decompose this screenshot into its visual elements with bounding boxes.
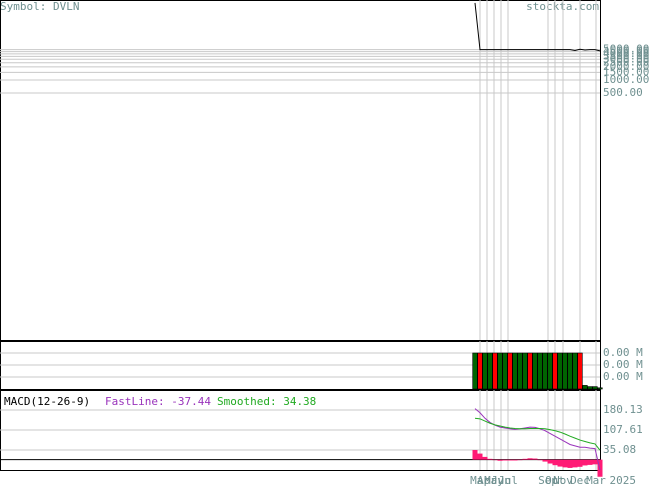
y-tick-label: 0.00 M xyxy=(603,370,643,383)
volume-bar xyxy=(507,352,513,390)
histogram-bar xyxy=(547,459,553,464)
histogram-bar xyxy=(572,459,578,468)
histogram-bar xyxy=(587,459,593,465)
histogram-bar xyxy=(567,459,573,468)
volume-bar xyxy=(572,352,578,390)
histogram-bar xyxy=(562,459,568,468)
volume-bar xyxy=(552,352,558,390)
series-line xyxy=(474,2,601,52)
histogram-bar xyxy=(507,459,513,461)
x-tick-label: Jun xyxy=(491,474,511,486)
histogram-bar xyxy=(492,459,498,461)
y-tick-label: 3500.00 xyxy=(603,49,649,62)
histogram-bar xyxy=(532,458,538,460)
y-tick-label: 5000.00 xyxy=(603,43,649,56)
volume-bar xyxy=(592,386,598,390)
histogram-bar xyxy=(577,459,583,467)
y-tick-label: 4000.00 xyxy=(603,47,649,60)
volume-bar xyxy=(522,352,528,390)
x-tick-label: Mar xyxy=(470,474,490,486)
y-tick-label: 107.61 xyxy=(603,423,643,436)
volume-bar xyxy=(527,352,533,390)
volume-bar xyxy=(487,352,493,390)
volume-bar xyxy=(567,352,573,390)
y-tick-label: 1500.00 xyxy=(603,65,649,78)
histogram-bar xyxy=(512,459,518,461)
volume-bar xyxy=(497,352,503,390)
x-tick-label: Dec xyxy=(570,474,590,486)
volume-bar xyxy=(502,352,508,390)
y-tick-label: 2500.00 xyxy=(603,56,649,69)
volume-bar xyxy=(557,352,563,390)
histogram-bar xyxy=(542,459,548,462)
x-tick-label: Nov xyxy=(553,474,573,486)
y-tick-label: 4500.00 xyxy=(603,45,649,58)
histogram-bar xyxy=(502,459,508,461)
x-tick-label: Oct xyxy=(545,474,565,486)
volume-bar xyxy=(477,352,483,390)
x-tick-label: Apr xyxy=(477,474,497,486)
y-tick-label: 0.00 M xyxy=(603,358,643,371)
volume-bar xyxy=(517,352,523,390)
histogram-bar xyxy=(522,458,528,460)
volume-bar xyxy=(512,352,518,390)
volume-bar xyxy=(542,352,548,390)
legend-entry: Smoothed: 34.38 xyxy=(217,395,316,408)
series-line xyxy=(474,417,601,451)
legend-entry: FastLine: -37.44 xyxy=(105,395,211,408)
volume-bar xyxy=(562,352,568,390)
volume-bar xyxy=(547,352,553,390)
y-tick-label: 0.00 M xyxy=(603,346,643,359)
volume-bar xyxy=(472,352,478,390)
y-tick-label: 2000.00 xyxy=(603,60,649,73)
volume-bar xyxy=(537,352,543,390)
volume-bar xyxy=(482,352,488,390)
histogram-bar xyxy=(477,453,483,460)
volume-bar xyxy=(492,352,498,390)
histogram-bar xyxy=(552,459,558,466)
histogram-bar xyxy=(582,459,588,466)
y-tick-label: 500.00 xyxy=(603,86,643,99)
panel-frame xyxy=(0,0,601,341)
histogram-bar xyxy=(472,450,478,460)
indicator-title: MACD(12-26-9) xyxy=(4,395,90,408)
y-tick-label: 1000.00 xyxy=(603,73,649,86)
x-tick-label: May xyxy=(484,474,504,486)
histogram-bar xyxy=(487,458,493,460)
x-year-label: 2025 xyxy=(610,474,637,486)
x-tick-label: Mar xyxy=(586,474,606,486)
volume-bar xyxy=(582,385,588,390)
histogram-bar xyxy=(557,459,563,467)
symbol: Symbol: DVLN xyxy=(0,0,79,13)
volume-bar xyxy=(587,386,593,390)
y-tick-label: 3000.00 xyxy=(603,52,649,65)
volume-bar xyxy=(577,352,583,390)
histogram-bar xyxy=(497,459,503,461)
x-tick-label: Sep xyxy=(538,474,558,486)
y-tick-label: 35.08 xyxy=(603,443,636,456)
panel-frame xyxy=(0,390,601,471)
histogram-bar xyxy=(592,459,598,465)
histogram-bar xyxy=(517,459,523,461)
volume-bar xyxy=(597,387,603,390)
histogram-bar xyxy=(482,456,488,460)
y-tick-label: 180.13 xyxy=(603,403,643,416)
histogram-bar xyxy=(527,458,533,460)
volume-bar xyxy=(532,352,538,390)
histogram-bar xyxy=(537,459,543,461)
x-tick-label: Jul xyxy=(498,474,518,486)
